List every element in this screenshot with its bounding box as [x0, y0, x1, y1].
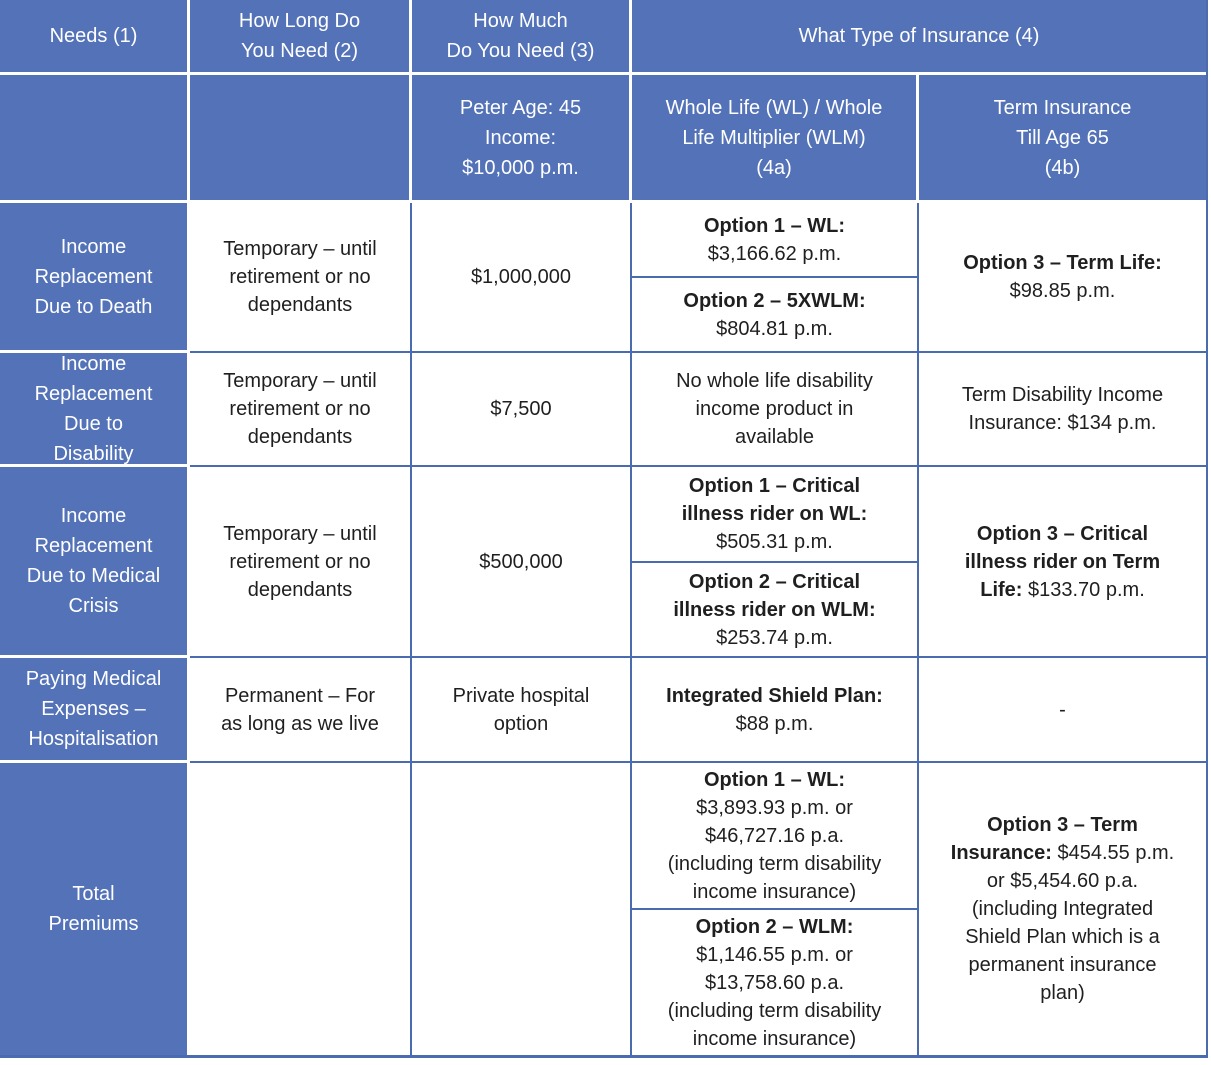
cell-hospitalisation-term: - — [919, 658, 1206, 763]
cell-hospitalisation-need: Paying Medical Expenses – Hospitalisatio… — [0, 658, 190, 763]
cell-medical-crisis-option2: Option 2 – Critical illness rider on WLM… — [632, 563, 919, 658]
cell-total-need: Total Premiums — [0, 763, 190, 1055]
cell-disability-amount: $7,500 — [412, 353, 632, 467]
cell-death-need: Income Replacement Due to Death — [0, 203, 190, 353]
cell-disability-need: Income Replacement Due to Disability — [0, 353, 190, 467]
cell-death-option3: Option 3 – Term Life: $98.85 p.m. — [919, 203, 1206, 353]
cell-death-amount: $1,000,000 — [412, 203, 632, 353]
col-header-whole-life: Whole Life (WL) / Whole Life Multiplier … — [632, 75, 919, 203]
cell-hospitalisation-duration: Permanent – For as long as we live — [190, 658, 412, 763]
col-header-term-insurance: Term Insurance Till Age 65 (4b) — [919, 75, 1206, 203]
header-spacer-how-long — [190, 75, 412, 203]
cell-disability-duration: Temporary – until retirement or no depen… — [190, 353, 412, 467]
cell-medical-crisis-need: Income Replacement Due to Medical Crisis — [0, 467, 190, 658]
cell-medical-crisis-duration: Temporary – until retirement or no depen… — [190, 467, 412, 658]
cell-hospitalisation-whole-life: Integrated Shield Plan: $88 p.m. — [632, 658, 919, 763]
cell-total-duration-empty — [190, 763, 412, 1055]
cell-disability-term: Term Disability Income Insurance: $134 p… — [919, 353, 1206, 467]
cell-medical-crisis-option3: Option 3 – Critical illness rider on Ter… — [919, 467, 1206, 658]
cell-total-amount-empty — [412, 763, 632, 1055]
col-header-how-much: How Much Do You Need (3) — [412, 0, 632, 75]
cell-total-option1: Option 1 – WL: $3,893.93 p.m. or $46,727.… — [632, 763, 919, 910]
header-profile: Peter Age: 45 Income: $10,000 p.m. — [412, 75, 632, 203]
cell-death-option2: Option 2 – 5XWLM: $804.81 p.m. — [632, 278, 919, 353]
cell-death-option1: Option 1 – WL: $3,166.62 p.m. — [632, 203, 919, 278]
cell-total-option3: Option 3 – Term Insurance: $454.55 p.m. … — [919, 763, 1206, 1055]
cell-death-duration: Temporary – until retirement or no depen… — [190, 203, 412, 353]
cell-total-option2: Option 2 – WLM: $1,146.55 p.m. or $13,758… — [632, 910, 919, 1055]
col-header-needs: Needs (1) — [0, 0, 190, 75]
cell-medical-crisis-option1: Option 1 – Critical illness rider on WL:… — [632, 467, 919, 563]
cell-disability-whole-life: No whole life disability income product … — [632, 353, 919, 467]
cell-medical-crisis-amount: $500,000 — [412, 467, 632, 658]
col-header-how-long: How Long Do You Need (2) — [190, 0, 412, 75]
cell-hospitalisation-amount: Private hospital option — [412, 658, 632, 763]
col-header-insurance-type: What Type of Insurance (4) — [632, 0, 1206, 75]
header-spacer-needs — [0, 75, 190, 203]
